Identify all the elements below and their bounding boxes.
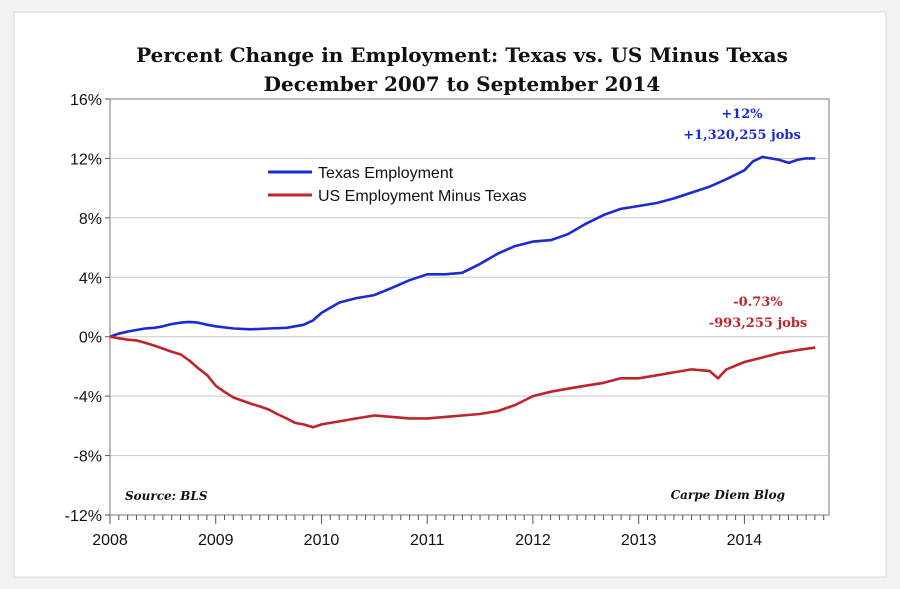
chart-title: Percent Change in Employment: Texas vs. …	[136, 43, 788, 67]
annotation-us: -0.73% -993,255 jobs	[709, 295, 808, 331]
series-layer	[109, 155, 816, 429]
x-tick-label: 2010	[304, 532, 340, 549]
y-tick-label: -12%	[65, 508, 102, 525]
x-tick-label: 2012	[515, 532, 551, 549]
legend-label-us: US Employment Minus Texas	[318, 188, 527, 205]
chart-subtitle: December 2007 to September 2014	[264, 72, 661, 96]
x-axis: 2008 2009 2010 2011 2012 2013 2014	[92, 515, 825, 549]
legend: Texas Employment US Employment Minus Tex…	[268, 165, 527, 205]
y-tick-label: 12%	[70, 151, 102, 168]
y-axis: 16% 12% 8% 4% 0% -4% -8% -12%	[65, 92, 110, 525]
annotation-texas-line-2: +1,320,255 jobs	[683, 128, 801, 143]
annotation-texas: +12% +1,320,255 jobs	[683, 107, 801, 143]
annotation-us-line-1: -0.73%	[733, 295, 783, 310]
series-line-texas	[109, 155, 816, 338]
series-line-us	[109, 335, 816, 429]
annotation-texas-line-1: +12%	[721, 107, 763, 122]
y-tick-label: -4%	[74, 389, 102, 406]
plot-border	[109, 98, 830, 516]
y-tick-label: 4%	[79, 270, 102, 287]
x-tick-label: 2014	[727, 532, 763, 549]
source-note: Source: BLS	[125, 489, 208, 503]
x-tick-label: 2008	[92, 532, 128, 549]
x-tick-label: 2011	[410, 532, 445, 549]
annotation-us-line-2: -993,255 jobs	[709, 316, 808, 331]
y-tick-label: 16%	[70, 92, 102, 109]
x-tick-label: 2013	[621, 532, 657, 549]
x-tick-label: 2009	[198, 532, 234, 549]
y-tick-label: -8%	[74, 449, 102, 466]
legend-label-texas: Texas Employment	[318, 165, 454, 182]
y-tick-label: 8%	[79, 211, 102, 228]
y-tick-label: 0%	[79, 330, 102, 347]
plot-area: 16%12%8%4%0%-4%-8%-12% 2008 2009 2010 2011 2…	[65, 92, 830, 549]
credit-note: Carpe Diem Blog	[671, 488, 785, 502]
